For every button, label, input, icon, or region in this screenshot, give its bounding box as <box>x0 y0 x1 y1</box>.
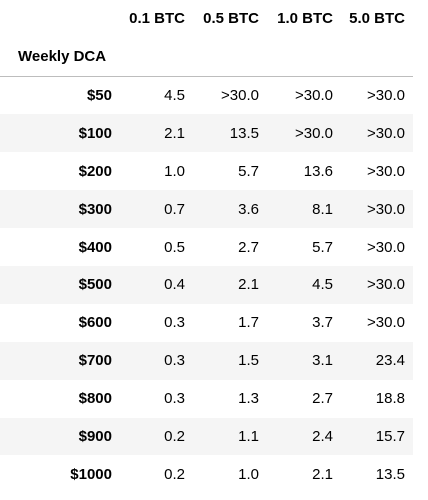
row-label: $700 <box>78 352 112 370</box>
table-cell: 5.7 <box>238 162 259 180</box>
table-cell: >30.0 <box>295 87 333 105</box>
row-label: $1000 <box>70 465 112 483</box>
table-row: $100 2.1 13.5 >30.0 >30.0 <box>0 114 413 153</box>
table-cell: >30.0 <box>367 276 405 294</box>
table-cell: 2.4 <box>312 427 333 445</box>
column-header: 0.1 BTC <box>129 10 185 27</box>
table-cell: >30.0 <box>367 238 405 256</box>
table-row: $900 0.2 1.1 2.4 15.7 <box>0 417 413 456</box>
column-header: 5.0 BTC <box>349 10 405 27</box>
table-row: $200 1.0 5.7 13.6 >30.0 <box>0 152 413 190</box>
blank-cell <box>267 37 341 77</box>
table-cell: 1.5 <box>238 352 259 370</box>
table-row: $300 0.7 3.6 8.1 >30.0 <box>0 190 413 229</box>
table-body: $50 4.5 >30.0 >30.0 >30.0 $100 2.1 13.5 >30.0 >30… <box>0 77 413 494</box>
table-cell: 13.5 <box>229 124 259 142</box>
table-header: 0.1 BTC 0.5 BTC 1.0 BTC 5.0 BTC Weekly D… <box>0 0 413 77</box>
table-row: $800 0.3 1.3 2.7 18.8 <box>0 380 413 418</box>
table-cell: 5.7 <box>312 238 333 256</box>
table-cell: 1.0 <box>238 465 259 483</box>
row-label: $600 <box>78 314 112 332</box>
table-cell: 4.5 <box>312 276 333 294</box>
table-cell: 2.1 <box>312 465 333 483</box>
table-cell: 3.1 <box>312 352 333 370</box>
table-cell: 0.4 <box>164 276 185 294</box>
table-cell: 3.6 <box>238 200 259 218</box>
table-cell: 1.1 <box>238 427 259 445</box>
blank-cell <box>193 37 267 77</box>
table-cell: >30.0 <box>367 200 405 218</box>
table-cell: 15.7 <box>375 427 405 445</box>
table-cell: 0.3 <box>164 352 185 370</box>
row-label: $200 <box>78 162 112 180</box>
table-cell: 0.7 <box>164 200 185 218</box>
table-row: $50 4.5 >30.0 >30.0 >30.0 <box>0 77 413 115</box>
table-cell: >30.0 <box>367 124 405 142</box>
table-cell: 0.2 <box>164 427 185 445</box>
table-row: $1000 0.2 1.0 2.1 13.5 <box>0 455 413 493</box>
table-row: $400 0.5 2.7 5.7 >30.0 <box>0 228 413 266</box>
row-label: $800 <box>78 390 112 408</box>
index-name: Weekly DCA <box>0 37 120 77</box>
table-cell: 23.4 <box>375 352 405 370</box>
table-cell: >30.0 <box>367 87 405 105</box>
table-cell: 2.7 <box>238 238 259 256</box>
table-cell: >30.0 <box>367 162 405 180</box>
table-cell: 2.1 <box>238 276 259 294</box>
corner-cell <box>0 0 120 37</box>
table-cell: 13.5 <box>375 465 405 483</box>
table-cell: 4.5 <box>164 87 185 105</box>
table-cell: 2.1 <box>164 124 185 142</box>
table-cell: 1.3 <box>238 390 259 408</box>
table-row: $600 0.3 1.7 3.7 >30.0 <box>0 304 413 342</box>
row-label: $50 <box>86 87 112 105</box>
table-cell: >30.0 <box>367 314 405 332</box>
table-cell: 2.7 <box>312 390 333 408</box>
table-cell: 1.7 <box>238 314 259 332</box>
table-row: $500 0.4 2.1 4.5 >30.0 <box>0 265 413 304</box>
dca-table: 0.1 BTC 0.5 BTC 1.0 BTC 5.0 BTC Weekly D… <box>0 0 413 494</box>
row-label: $400 <box>78 238 112 256</box>
column-header: 1.0 BTC <box>277 10 333 27</box>
row-label: $100 <box>78 124 112 142</box>
table-cell: 13.6 <box>303 162 333 180</box>
column-header-row: 0.1 BTC 0.5 BTC 1.0 BTC 5.0 BTC <box>0 0 413 37</box>
blank-cell <box>120 37 193 77</box>
row-label: $900 <box>78 427 112 445</box>
index-name-row: Weekly DCA <box>0 37 413 77</box>
table-cell: >30.0 <box>295 124 333 142</box>
table-cell: 1.0 <box>164 162 185 180</box>
column-header: 0.5 BTC <box>203 10 259 27</box>
blank-cell <box>341 37 413 77</box>
table-cell: >30.0 <box>221 87 259 105</box>
row-label: $500 <box>78 276 112 294</box>
table-cell: 0.2 <box>164 465 185 483</box>
table-cell: 0.3 <box>164 314 185 332</box>
table-cell: 3.7 <box>312 314 333 332</box>
table-cell: 0.5 <box>164 238 185 256</box>
table-row: $700 0.3 1.5 3.1 23.4 <box>0 341 413 380</box>
table-cell: 8.1 <box>312 200 333 218</box>
table-cell: 0.3 <box>164 390 185 408</box>
row-label: $300 <box>78 200 112 218</box>
table-cell: 18.8 <box>375 390 405 408</box>
